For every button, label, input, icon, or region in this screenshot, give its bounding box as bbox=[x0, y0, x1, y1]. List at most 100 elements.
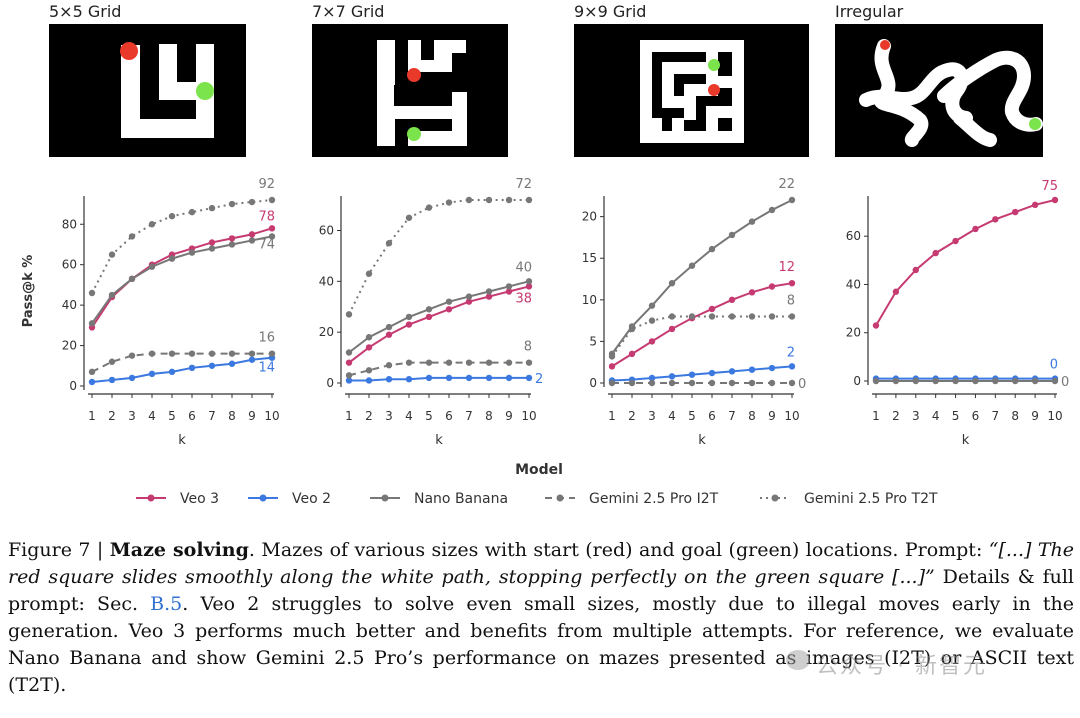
x-tick-label: 2 bbox=[892, 409, 900, 423]
data-point bbox=[465, 196, 473, 204]
data-point bbox=[248, 356, 256, 363]
data-point bbox=[708, 245, 716, 253]
series-line bbox=[91, 227, 273, 328]
data-point bbox=[608, 379, 616, 387]
legend-marker bbox=[147, 494, 155, 502]
y-tick-label: 60 bbox=[319, 224, 334, 238]
data-point bbox=[148, 370, 156, 378]
series-line bbox=[348, 285, 530, 364]
data-point bbox=[345, 349, 353, 356]
series-veo-2: 2 bbox=[608, 345, 796, 384]
y-tick-label: 80 bbox=[62, 217, 77, 231]
end-value-label: 0 bbox=[798, 377, 806, 392]
series-line bbox=[611, 282, 793, 368]
data-point bbox=[628, 325, 636, 333]
series-line bbox=[349, 376, 529, 382]
data-point bbox=[788, 363, 796, 370]
data-point bbox=[972, 225, 979, 233]
data-point bbox=[505, 196, 513, 204]
series-veo-3: 78 bbox=[88, 209, 276, 331]
data-point bbox=[228, 200, 236, 208]
caption-body-1: . Mazes of various sizes with start (red… bbox=[248, 539, 989, 561]
series-veo-3: 75 bbox=[872, 179, 1059, 329]
data-point bbox=[168, 350, 176, 357]
data-point bbox=[405, 359, 413, 366]
series-line bbox=[91, 199, 273, 294]
data-point bbox=[188, 350, 196, 357]
series-nano-banana: 40 bbox=[345, 260, 533, 356]
data-point bbox=[445, 306, 453, 313]
data-point bbox=[708, 369, 716, 377]
data-point bbox=[465, 374, 473, 382]
series-line bbox=[611, 365, 793, 382]
series-line bbox=[611, 199, 793, 355]
data-point bbox=[445, 359, 453, 366]
end-value-label: 75 bbox=[1041, 179, 1058, 194]
x-tick-label: 5 bbox=[688, 409, 696, 423]
data-point bbox=[608, 363, 616, 370]
goal-green-dot bbox=[1029, 118, 1041, 130]
data-point bbox=[485, 293, 493, 300]
x-tick-label: 6 bbox=[708, 409, 716, 423]
data-point bbox=[648, 379, 656, 387]
data-point bbox=[425, 306, 433, 313]
x-tick-label: 5 bbox=[168, 409, 176, 423]
series-gemini-2-5-pro-t2t: 92 bbox=[88, 177, 276, 297]
data-point bbox=[465, 298, 473, 305]
data-point bbox=[365, 367, 373, 374]
data-point bbox=[648, 338, 656, 345]
y-tick-label: 5 bbox=[589, 334, 597, 348]
data-point bbox=[932, 249, 939, 257]
y-tick-label: 40 bbox=[846, 277, 861, 291]
data-point bbox=[228, 235, 236, 242]
data-point bbox=[88, 289, 96, 297]
data-point bbox=[728, 379, 736, 387]
data-point bbox=[345, 377, 353, 384]
data-point bbox=[668, 379, 676, 387]
data-point bbox=[788, 379, 796, 387]
series-veo-3: 12 bbox=[608, 260, 796, 370]
data-point bbox=[748, 313, 756, 320]
data-point bbox=[228, 360, 236, 367]
y-tick-label: 0 bbox=[69, 379, 77, 393]
data-point bbox=[228, 350, 236, 357]
data-point bbox=[208, 239, 216, 246]
watermark-icon bbox=[786, 650, 810, 670]
caption-body-2: Details & full prompt: Sec. bbox=[8, 566, 1074, 615]
legend-item: Veo 2 bbox=[248, 491, 331, 507]
data-point bbox=[148, 221, 156, 228]
x-tick-label: 4 bbox=[932, 409, 940, 423]
data-point bbox=[688, 262, 696, 269]
data-point bbox=[268, 225, 276, 232]
x-tick-label: 10 bbox=[1047, 409, 1062, 423]
section-link[interactable]: B.5 bbox=[150, 593, 183, 615]
y-tick-label: 20 bbox=[846, 326, 861, 340]
legend-item: Veo 3 bbox=[136, 491, 219, 507]
data-point bbox=[668, 313, 676, 320]
y-tick-label: 10 bbox=[582, 293, 597, 307]
x-tick-label: 9 bbox=[248, 409, 256, 423]
data-point bbox=[168, 255, 176, 262]
data-point bbox=[892, 288, 900, 295]
x-tick-label: 5 bbox=[952, 409, 960, 423]
y-tick-label: 60 bbox=[62, 258, 77, 272]
data-point bbox=[268, 233, 276, 240]
data-point bbox=[1031, 377, 1039, 385]
series-line bbox=[875, 199, 1056, 327]
data-point bbox=[608, 353, 616, 360]
data-point bbox=[525, 283, 533, 290]
data-point bbox=[425, 313, 433, 321]
data-point bbox=[268, 196, 276, 204]
start-red-dot bbox=[708, 84, 720, 96]
data-point bbox=[445, 374, 453, 382]
data-point bbox=[748, 289, 756, 296]
start-red-dot bbox=[120, 42, 138, 60]
maze-image-9x9 bbox=[574, 24, 809, 157]
series-gemini-2-5-pro-i2t: 16 bbox=[88, 331, 276, 376]
data-point bbox=[932, 377, 939, 385]
start-red-dot bbox=[880, 40, 890, 50]
data-point bbox=[728, 313, 736, 320]
data-point bbox=[148, 263, 156, 270]
data-point bbox=[425, 204, 433, 211]
